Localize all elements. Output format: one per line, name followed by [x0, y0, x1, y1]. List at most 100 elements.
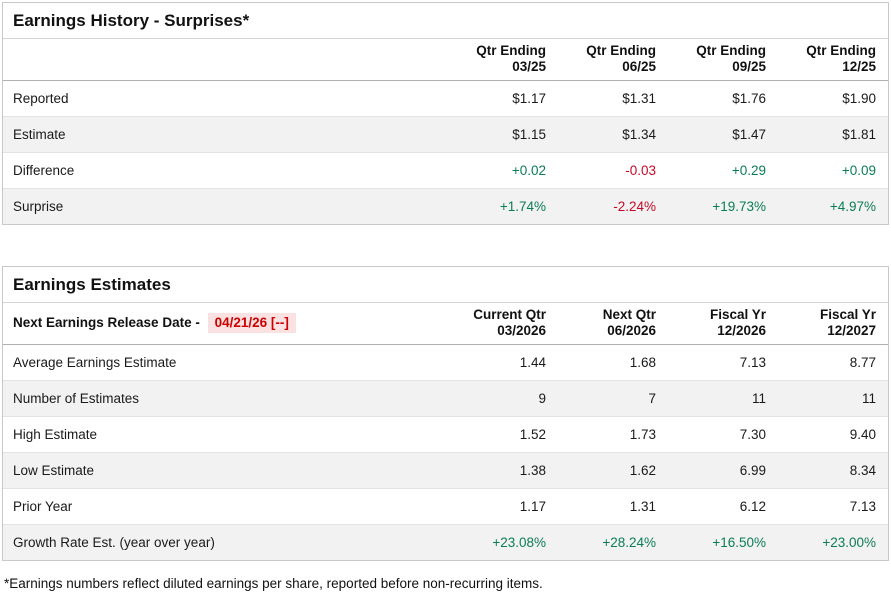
- cell-value: 8.77: [849, 355, 876, 370]
- column-header-line2: 12/2026: [717, 323, 766, 338]
- cell-value: 1.52: [519, 427, 546, 442]
- column-header: Qtr Ending 09/25: [668, 39, 778, 81]
- cell-value: 1.17: [519, 499, 546, 514]
- column-header: Qtr Ending 06/25: [558, 39, 668, 81]
- cell-value: 6.99: [739, 463, 766, 478]
- table-row: Estimate $1.15 $1.34 $1.47 $1.81: [3, 116, 888, 153]
- cell-value: 9.40: [849, 427, 876, 442]
- cell-value: +1.74%: [499, 199, 546, 214]
- row-label: High Estimate: [13, 427, 98, 442]
- release-date-label: Next Earnings Release Date -: [13, 315, 200, 330]
- column-header-line1: Qtr Ending: [806, 43, 876, 58]
- cell-value: +23.00%: [822, 535, 876, 550]
- column-header-line1: Qtr Ending: [586, 43, 656, 58]
- cell-value: -0.03: [625, 163, 656, 178]
- column-header-line1: Next Qtr: [602, 307, 656, 322]
- table-row: Prior Year 1.17 1.31 6.12 7.13: [3, 488, 888, 525]
- earnings-history-title: Earnings History - Surprises*: [3, 3, 888, 39]
- cell-value: $1.15: [512, 127, 546, 142]
- cell-value: +23.08%: [492, 535, 546, 550]
- cell-value: +28.24%: [602, 535, 656, 550]
- row-label: Number of Estimates: [13, 391, 140, 406]
- row-label: Low Estimate: [13, 463, 95, 478]
- earnings-history-card: Earnings History - Surprises* Qtr Ending…: [2, 2, 889, 225]
- cell-value: 9: [538, 391, 546, 406]
- table-row: High Estimate 1.52 1.73 7.30 9.40: [3, 416, 888, 453]
- cell-value: 11: [751, 391, 766, 406]
- cell-value: 1.62: [629, 463, 656, 478]
- cell-value: 7.30: [739, 427, 766, 442]
- cell-value: 8.34: [849, 463, 876, 478]
- column-header-line2: 12/25: [842, 59, 876, 74]
- row-label: Prior Year: [13, 499, 73, 514]
- column-header-line2: 03/25: [512, 59, 546, 74]
- row-label: Average Earnings Estimate: [13, 355, 177, 370]
- row-label: Estimate: [13, 127, 66, 142]
- table-row: Growth Rate Est. (year over year) +23.08%…: [3, 524, 888, 560]
- column-header-line2: 03/2026: [497, 323, 546, 338]
- header-spacer: [3, 39, 448, 81]
- header-row: Qtr Ending 03/25 Qtr Ending 06/25 Qtr Ending…: [3, 39, 888, 81]
- row-label: Reported: [13, 91, 69, 106]
- column-header-line1: Qtr Ending: [696, 43, 766, 58]
- cell-value: 7: [648, 391, 656, 406]
- table-row: Average Earnings Estimate 1.44 1.68 7.13 8.7…: [3, 345, 888, 381]
- cell-value: 1.68: [629, 355, 656, 370]
- cell-value: $1.90: [842, 91, 876, 106]
- release-date-value: 04/21/26 [--]: [207, 313, 296, 333]
- earnings-estimates-body: Average Earnings Estimate 1.44 1.68 7.13 8.7…: [3, 345, 888, 560]
- column-header-line2: 09/25: [732, 59, 766, 74]
- cell-value: $1.17: [512, 91, 546, 106]
- column-header: Qtr Ending 12/25: [778, 39, 888, 81]
- cell-value: +16.50%: [712, 535, 766, 550]
- earnings-estimates-header: Next Earnings Release Date - 04/21/26 [-…: [3, 303, 888, 345]
- earnings-estimates-title: Earnings Estimates: [3, 267, 888, 303]
- cell-value: +0.09: [841, 163, 876, 178]
- cell-value: +19.73%: [712, 199, 766, 214]
- cell-value: $1.31: [622, 91, 656, 106]
- column-header-line1: Fiscal Yr: [819, 307, 876, 322]
- table-row: Surprise +1.74% -2.24% +19.73% +4.97%: [3, 188, 888, 224]
- row-label: Surprise: [13, 199, 64, 214]
- cell-value: 11: [861, 391, 876, 406]
- earnings-history-header: Qtr Ending 03/25 Qtr Ending 06/25 Qtr Ending…: [3, 39, 888, 81]
- column-header-line1: Qtr Ending: [476, 43, 546, 58]
- column-header-line2: 06/2026: [607, 323, 656, 338]
- row-label: Growth Rate Est. (year over year): [13, 535, 215, 550]
- column-header: Next Qtr 06/2026: [558, 303, 668, 345]
- column-header: Qtr Ending 03/25: [448, 39, 558, 81]
- cell-value: +0.29: [731, 163, 766, 178]
- earnings-estimates-card: Earnings Estimates Next Earnings Release…: [2, 266, 889, 561]
- column-header: Current Qtr 03/2026: [448, 303, 558, 345]
- row-label: Difference: [13, 163, 75, 178]
- table-row: Difference +0.02 -0.03 +0.29 +0.09: [3, 152, 888, 189]
- cell-value: 1.38: [519, 463, 546, 478]
- table-row: Number of Estimates 9 7 11 11: [3, 380, 888, 417]
- table-row: Low Estimate 1.38 1.62 6.99 8.34: [3, 452, 888, 489]
- cell-value: +4.97%: [829, 199, 876, 214]
- section-gap: [2, 225, 889, 266]
- column-header: Fiscal Yr 12/2026: [668, 303, 778, 345]
- column-header-line2: 06/25: [622, 59, 656, 74]
- cell-value: -2.24%: [613, 199, 656, 214]
- earnings-history-body: Reported $1.17 $1.31 $1.76 $1.90 Estimate $1.1…: [3, 81, 888, 224]
- earnings-estimates-table: Next Earnings Release Date - 04/21/26 [-…: [3, 303, 888, 560]
- header-row: Next Earnings Release Date - 04/21/26 [-…: [3, 303, 888, 345]
- column-header-line1: Current Qtr: [473, 307, 546, 322]
- column-header-line1: Fiscal Yr: [709, 307, 766, 322]
- cell-value: $1.47: [732, 127, 766, 142]
- column-header-line2: 12/2027: [827, 323, 876, 338]
- cell-value: $1.76: [732, 91, 766, 106]
- cell-value: +0.02: [511, 163, 546, 178]
- cell-value: $1.81: [842, 127, 876, 142]
- cell-value: 1.44: [519, 355, 546, 370]
- column-header: Fiscal Yr 12/2027: [778, 303, 888, 345]
- table-row: Reported $1.17 $1.31 $1.76 $1.90: [3, 81, 888, 117]
- cell-value: 7.13: [739, 355, 766, 370]
- cell-value: $1.34: [622, 127, 656, 142]
- cell-value: 1.73: [629, 427, 656, 442]
- cell-value: 7.13: [849, 499, 876, 514]
- release-date-cell: Next Earnings Release Date - 04/21/26 [-…: [3, 303, 448, 345]
- cell-value: 6.12: [739, 499, 766, 514]
